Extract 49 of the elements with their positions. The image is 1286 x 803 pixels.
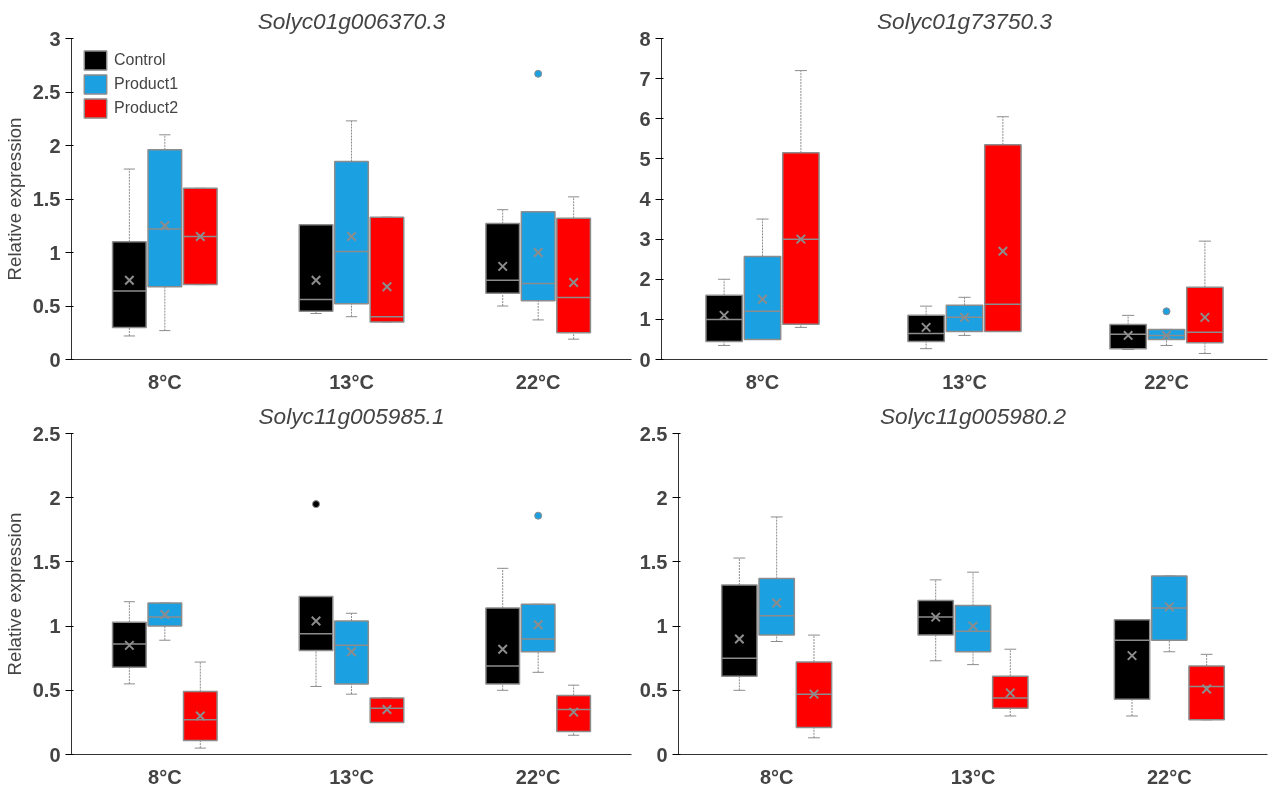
x-tick-label: 8°C <box>745 370 780 393</box>
y-tick-label: 0.5 <box>32 295 61 317</box>
y-tick-label: 1.5 <box>32 550 61 573</box>
y-tick-label: 2 <box>49 134 61 157</box>
y-tick-label: 1 <box>49 615 61 638</box>
x-tick-label: 13°C <box>329 370 374 393</box>
x-tick-label: 22°C <box>515 765 561 788</box>
y-tick-label: 1.5 <box>32 188 61 210</box>
y-tick-label: 0 <box>49 743 61 766</box>
y-tick-label: 1 <box>656 615 668 638</box>
y-tick-label: 2.5 <box>32 81 61 103</box>
y-tick-label: 3 <box>639 228 651 251</box>
y-tick-label: 1.5 <box>639 550 668 573</box>
x-tick-label: 22°C <box>1146 765 1192 788</box>
x-tick-label: 8°C <box>148 765 182 788</box>
y-tick-label: 0 <box>639 348 651 371</box>
x-tick-label: 13°C <box>950 765 996 788</box>
legend-label: Product2 <box>114 99 179 117</box>
y-tick-label: 2.5 <box>32 422 61 445</box>
chart-title: Solyc01g73750.3 <box>876 7 1053 34</box>
y-tick-label: 0 <box>656 743 668 766</box>
y-tick-label: 1 <box>49 241 61 264</box>
x-tick-label: 8°C <box>759 765 794 788</box>
x-tick-label: 13°C <box>329 765 374 788</box>
y-tick-label: 4 <box>639 188 652 210</box>
y-tick-label: 0 <box>49 348 61 371</box>
y-tick-label: 7 <box>639 67 651 90</box>
y-axis-title: Relative expression <box>3 512 25 676</box>
y-axis-title: Relative expression <box>3 117 25 281</box>
legend-label: Product1 <box>114 75 179 93</box>
legend-label: Control <box>114 51 166 69</box>
y-tick-label: 0.5 <box>32 679 61 702</box>
y-tick-label: 2 <box>49 486 61 509</box>
chart-title: Solyc01g006370.3 <box>257 7 446 34</box>
chart-title: Solyc11g005985.1 <box>258 402 445 429</box>
y-tick-label: 2 <box>656 486 668 509</box>
y-tick-label: 5 <box>639 147 651 170</box>
y-tick-label: 8 <box>639 27 651 50</box>
x-tick-label: 22°C <box>1144 370 1189 393</box>
chart-title: Solyc11g005980.2 <box>879 402 1067 429</box>
y-tick-label: 3 <box>49 27 61 50</box>
y-tick-label: 6 <box>639 107 651 130</box>
y-tick-label: 2.5 <box>639 422 668 445</box>
x-tick-label: 8°C <box>148 370 182 393</box>
y-tick-label: 1 <box>639 308 651 331</box>
y-tick-label: 0.5 <box>639 679 668 702</box>
x-tick-label: 22°C <box>515 370 561 393</box>
x-tick-label: 13°C <box>942 370 987 393</box>
y-tick-label: 2 <box>639 268 651 291</box>
